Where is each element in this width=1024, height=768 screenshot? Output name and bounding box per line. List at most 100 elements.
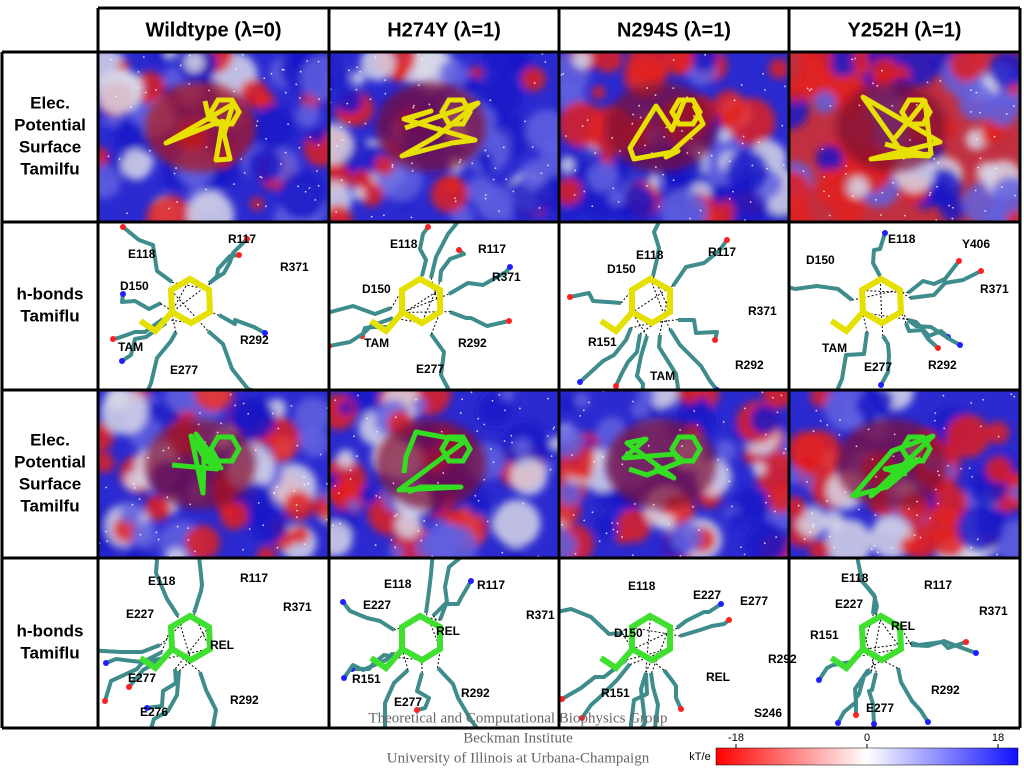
ligand-tail	[138, 310, 174, 335]
residue	[415, 672, 431, 712]
speck	[845, 173, 847, 175]
speck	[486, 520, 489, 523]
residue	[909, 269, 982, 300]
blob	[808, 539, 831, 558]
speck	[411, 169, 414, 172]
blob	[100, 390, 148, 435]
blob	[1008, 83, 1020, 96]
speck	[757, 141, 760, 144]
blob	[438, 59, 469, 89]
residue	[836, 668, 870, 724]
blob	[329, 204, 353, 222]
residue	[906, 318, 961, 347]
speck	[823, 175, 826, 178]
atom	[935, 345, 941, 351]
speck	[240, 158, 243, 160]
speck	[411, 162, 414, 165]
blob	[432, 541, 452, 558]
row-label: Potential	[14, 115, 86, 134]
blob	[714, 439, 737, 462]
speck	[353, 435, 355, 438]
speck	[618, 150, 621, 152]
blob	[823, 168, 841, 185]
atom	[628, 741, 634, 747]
speck	[157, 538, 160, 541]
speck	[826, 500, 828, 502]
speck	[295, 83, 298, 86]
ligand-tail	[599, 310, 635, 335]
speck	[332, 524, 335, 527]
atom	[712, 337, 718, 343]
speck	[784, 448, 787, 450]
speck	[672, 59, 675, 61]
speck	[256, 120, 259, 123]
residue	[418, 225, 430, 277]
speck	[335, 144, 338, 147]
speck	[937, 502, 939, 505]
residue	[329, 304, 392, 316]
speck	[612, 528, 615, 531]
speck	[243, 172, 246, 174]
residue-label: R292	[928, 358, 957, 372]
speck	[273, 491, 276, 494]
speck	[540, 172, 543, 175]
residue	[867, 672, 878, 725]
residue-label: E118	[128, 247, 156, 261]
speck	[257, 203, 259, 206]
speck	[976, 538, 979, 541]
blob	[536, 177, 559, 214]
blob	[804, 72, 825, 94]
blob	[559, 157, 575, 173]
speck	[510, 434, 513, 437]
speck	[591, 205, 594, 208]
blob	[559, 481, 582, 506]
blob	[120, 149, 152, 181]
speck	[851, 194, 854, 197]
speck	[739, 546, 742, 549]
blob	[587, 161, 618, 193]
residue-label: S246	[754, 706, 782, 720]
row-label: Elec.	[30, 430, 70, 449]
blob	[992, 176, 1020, 214]
speck	[306, 60, 309, 62]
speck	[137, 87, 139, 89]
speck	[572, 514, 575, 516]
speck	[421, 58, 423, 61]
atom	[236, 252, 242, 258]
atom	[507, 264, 513, 270]
blob	[329, 123, 353, 165]
speck	[334, 484, 336, 487]
speck	[742, 135, 745, 138]
speck	[162, 449, 165, 452]
speck	[947, 464, 949, 467]
speck	[257, 502, 260, 504]
speck	[827, 195, 830, 197]
speck	[974, 189, 977, 192]
speck	[296, 516, 298, 519]
residue	[149, 670, 181, 728]
speck	[483, 423, 486, 426]
residue-label: R292	[461, 686, 490, 700]
speck	[565, 135, 568, 137]
hbond	[651, 319, 678, 324]
residue-label: R371	[748, 304, 777, 318]
cell	[98, 558, 219, 728]
atom	[468, 578, 474, 584]
speck	[611, 136, 614, 139]
row-label: Potential	[14, 452, 86, 471]
speck	[802, 170, 805, 173]
speck	[276, 546, 279, 549]
speck	[631, 554, 634, 557]
residue	[559, 607, 624, 636]
speck	[105, 530, 108, 533]
cell	[789, 390, 1020, 558]
residue-label: E118	[390, 237, 418, 251]
speck	[875, 475, 877, 478]
speck	[741, 142, 744, 145]
residue	[639, 672, 648, 728]
speck	[415, 398, 417, 401]
speck	[951, 217, 954, 220]
colorbar-tick-label: -18	[728, 732, 744, 744]
speck	[876, 84, 879, 87]
residue	[105, 650, 163, 665]
